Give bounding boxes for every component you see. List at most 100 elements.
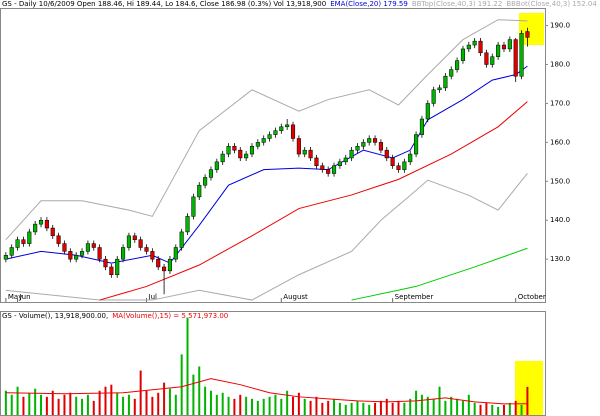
y-tick-label: 140.0 [550,216,570,224]
candle-body [50,227,55,237]
volume-bar [520,404,523,415]
candle-body [203,177,208,186]
volume-bar [28,392,31,415]
volume-bar [40,394,43,415]
candle-body [91,243,96,248]
candle-body [33,223,38,233]
y-tick-label: 150.0 [550,177,570,185]
volume-bar [233,398,236,415]
price-panel [0,8,546,303]
volume-bar [409,398,412,415]
candle-body [138,239,143,248]
volume-bar [262,398,265,415]
volume-bar [508,402,511,415]
volume-bar [450,396,453,415]
candle-body [44,219,49,229]
candle-body [425,103,430,120]
candle-body [226,146,231,155]
candle-body [384,149,389,159]
volume-bar [385,398,388,415]
candle-body [302,149,307,155]
volume-bar [16,386,19,415]
volume-bar [315,396,318,415]
candle-body [501,44,507,50]
volume-title: GS - Volume(), 13,918,900.00, [2,312,108,320]
candle-body [220,153,225,163]
volume-bar [415,390,418,415]
volume-bar [338,402,341,415]
volume-bar [180,354,183,415]
x-tick-label: May [8,293,22,301]
candle-body [273,130,278,135]
x-tick-label: Jul [148,293,158,301]
highlight [515,361,543,415]
volume-bar [473,402,476,415]
volume-bar [209,390,212,415]
candle-body [132,235,137,240]
candle-body [115,258,120,275]
volume-bar [292,396,295,415]
volume-bar [157,392,160,415]
candle-body [208,169,214,178]
volume-bar [186,318,189,415]
candle-body [337,161,342,166]
volume-bar [133,398,136,415]
candle-body [126,235,131,248]
volume-bar [350,402,353,415]
volume-bar [403,402,406,415]
volume-bar [198,366,201,415]
volume-bar [227,396,230,415]
candle-body [455,60,460,70]
legend-entry: BBBot(Close,40,3) 152.04 [506,0,597,8]
volume-bar [215,394,218,415]
y-tick-label: 190.0 [550,22,570,30]
candle-body [103,258,108,268]
volume-bar [245,396,248,415]
candle-body [437,87,442,91]
candle-body [261,138,266,143]
volume-bar [356,400,359,415]
candle-body [74,255,79,260]
volume-bar [139,370,142,415]
candle-body [121,247,126,260]
indicator-line [99,101,528,301]
volume-bar [374,402,377,415]
candle-body [496,44,501,57]
volume-bar [456,398,459,415]
candle-body [191,196,196,217]
volume-bar [297,392,300,415]
candle-body [355,146,360,151]
candle-body [179,231,184,248]
candle-body [326,169,331,174]
candle-body [378,142,383,151]
x-tick-label: September [395,293,434,301]
volume-bar [104,386,107,415]
volume-bar [204,386,207,415]
volume-bar [151,396,154,415]
candle-body [472,40,477,46]
candle-body [414,134,419,155]
candle-body [232,146,237,151]
volume-ma-label: MA(Volume(),15) = 5,571,973.00 [112,312,228,320]
candle-body [419,118,424,135]
volume-bar [51,390,54,415]
volume-bar [10,394,13,415]
candle-body [331,165,337,174]
volume-bar [22,396,25,415]
volume-bar [379,400,382,415]
volume-bar [397,400,400,415]
candle-body [62,243,67,252]
volume-bar [327,400,330,415]
volume-bar [69,392,72,415]
candle-body [197,184,202,198]
volume-bar [432,398,435,415]
volume-bar [309,400,312,415]
candle-body [296,138,301,155]
candle-body [150,251,155,260]
volume-bar [256,400,259,415]
candle-body [290,124,296,139]
volume-bar [333,398,336,415]
legend-entry: BBTop(Close,40,3) 191.22 [412,0,502,8]
volume-bar [444,400,447,415]
